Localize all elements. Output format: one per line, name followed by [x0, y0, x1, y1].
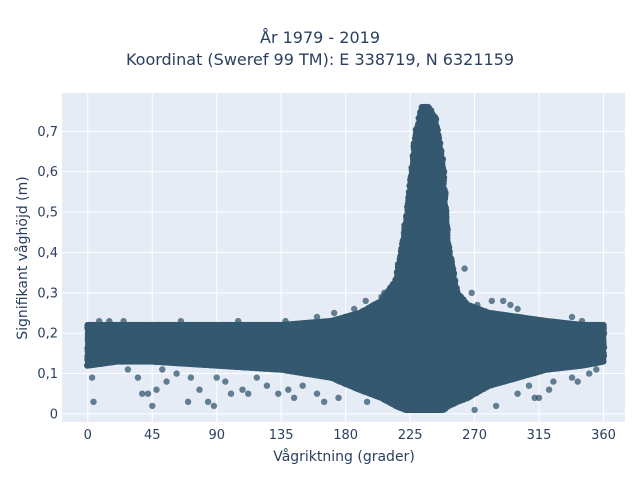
chart-subtitle: Koordinat (Sweref 99 TM): E 338719, N 63… — [125, 50, 515, 69]
data-points — [84, 103, 608, 414]
chart-title: År 1979 - 2019 — [260, 28, 380, 47]
